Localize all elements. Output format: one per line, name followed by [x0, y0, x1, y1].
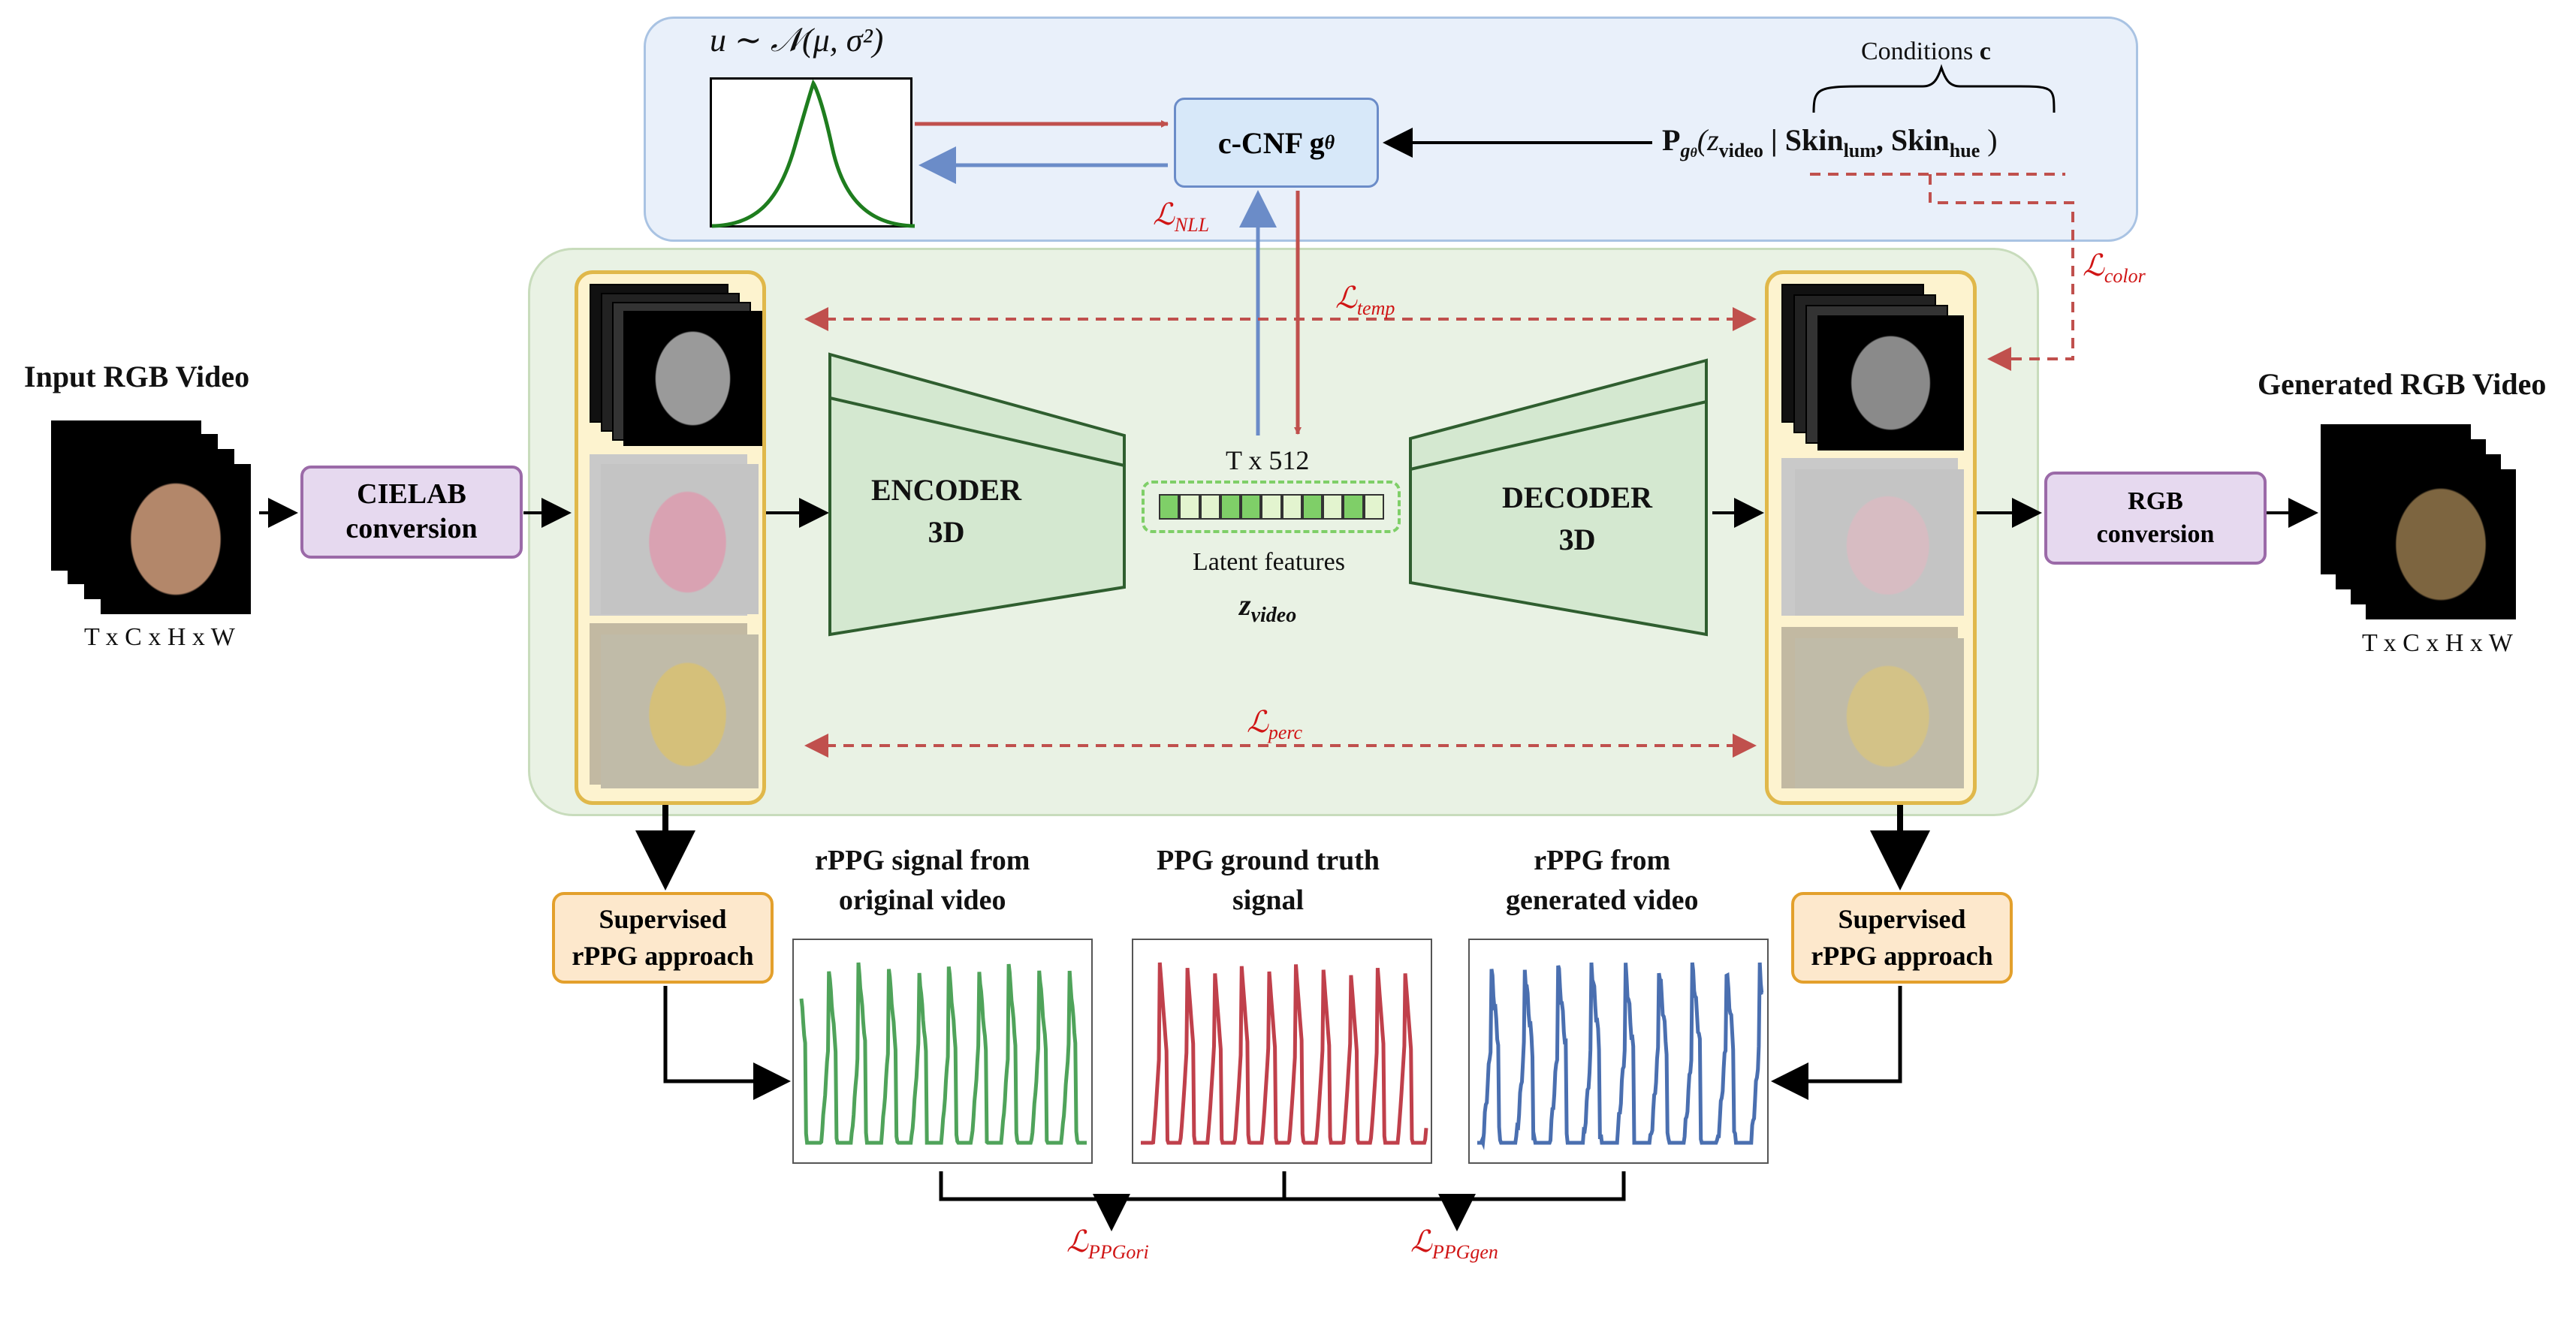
gaussian-curve — [711, 79, 915, 228]
latent-z: zvideo — [1239, 588, 1297, 627]
signal-title-generated: rPPG from generated video — [1506, 845, 1699, 917]
cnf-label: c-CNF g — [1217, 125, 1325, 160]
supervised-right-box: Supervised rPPG approach — [1791, 892, 2013, 984]
color-loss-label: ℒcolor — [2083, 249, 2146, 287]
input-dims: T x C x H x W — [84, 623, 235, 651]
conditions-c: c — [1979, 38, 1991, 65]
decoder-label: DECODER 3D — [1502, 481, 1653, 556]
supervised-left-box: Supervised rPPG approach — [552, 892, 774, 984]
supervised-right-to-plot — [1771, 986, 1902, 1100]
latent-caption: Latent features — [1193, 548, 1345, 576]
signal-plot-generated — [1468, 939, 1769, 1164]
temp-loss-label: ℒtemp — [1335, 281, 1395, 319]
ppg-gen-bracket — [1284, 1171, 1626, 1224]
ppg-ori-loss-label: ℒPPGori — [1066, 1225, 1149, 1263]
signal-plot-original — [792, 939, 1093, 1164]
latent-size: T x 512 — [1226, 445, 1310, 475]
nll-loss-label: ℒNLL — [1153, 197, 1210, 236]
supervised-left-to-plot — [663, 986, 791, 1100]
latent-vector-frame — [1142, 481, 1401, 533]
input-title: Input RGB Video — [24, 360, 250, 393]
conditions-text: Conditions — [1861, 38, 1974, 65]
conditions-label: Conditions c — [1861, 38, 1991, 66]
rgb-box: RGB conversion — [2044, 472, 2267, 565]
perc-loss-label: ℒperc — [1247, 705, 1303, 743]
signal-title-original: rPPG signal from original video — [815, 845, 1030, 917]
prior-label: u ∼ 𝒩(μ, σ²) — [710, 22, 884, 59]
signal-plot-ground-truth — [1132, 939, 1432, 1164]
output-title: Generated RGB Video — [2258, 367, 2547, 401]
cnf-sub: θ — [1324, 131, 1335, 153]
latent-vector — [1159, 494, 1384, 520]
ppg-ori-bracket — [939, 1171, 1286, 1224]
condition-formula: Pgθ(zvideo | Skinlum, Skinhue ) — [1662, 123, 1998, 161]
gaussian-plot — [710, 77, 915, 228]
ppg-gen-loss-label: ℒPPGgen — [1410, 1225, 1498, 1263]
output-dims: T x C x H x W — [2362, 629, 2513, 657]
signal-title-ground-truth: PPG ground truth signal — [1157, 845, 1380, 917]
cielab-box: CIELAB conversion — [300, 466, 523, 559]
encoder-label: ENCODER 3D — [871, 473, 1022, 549]
